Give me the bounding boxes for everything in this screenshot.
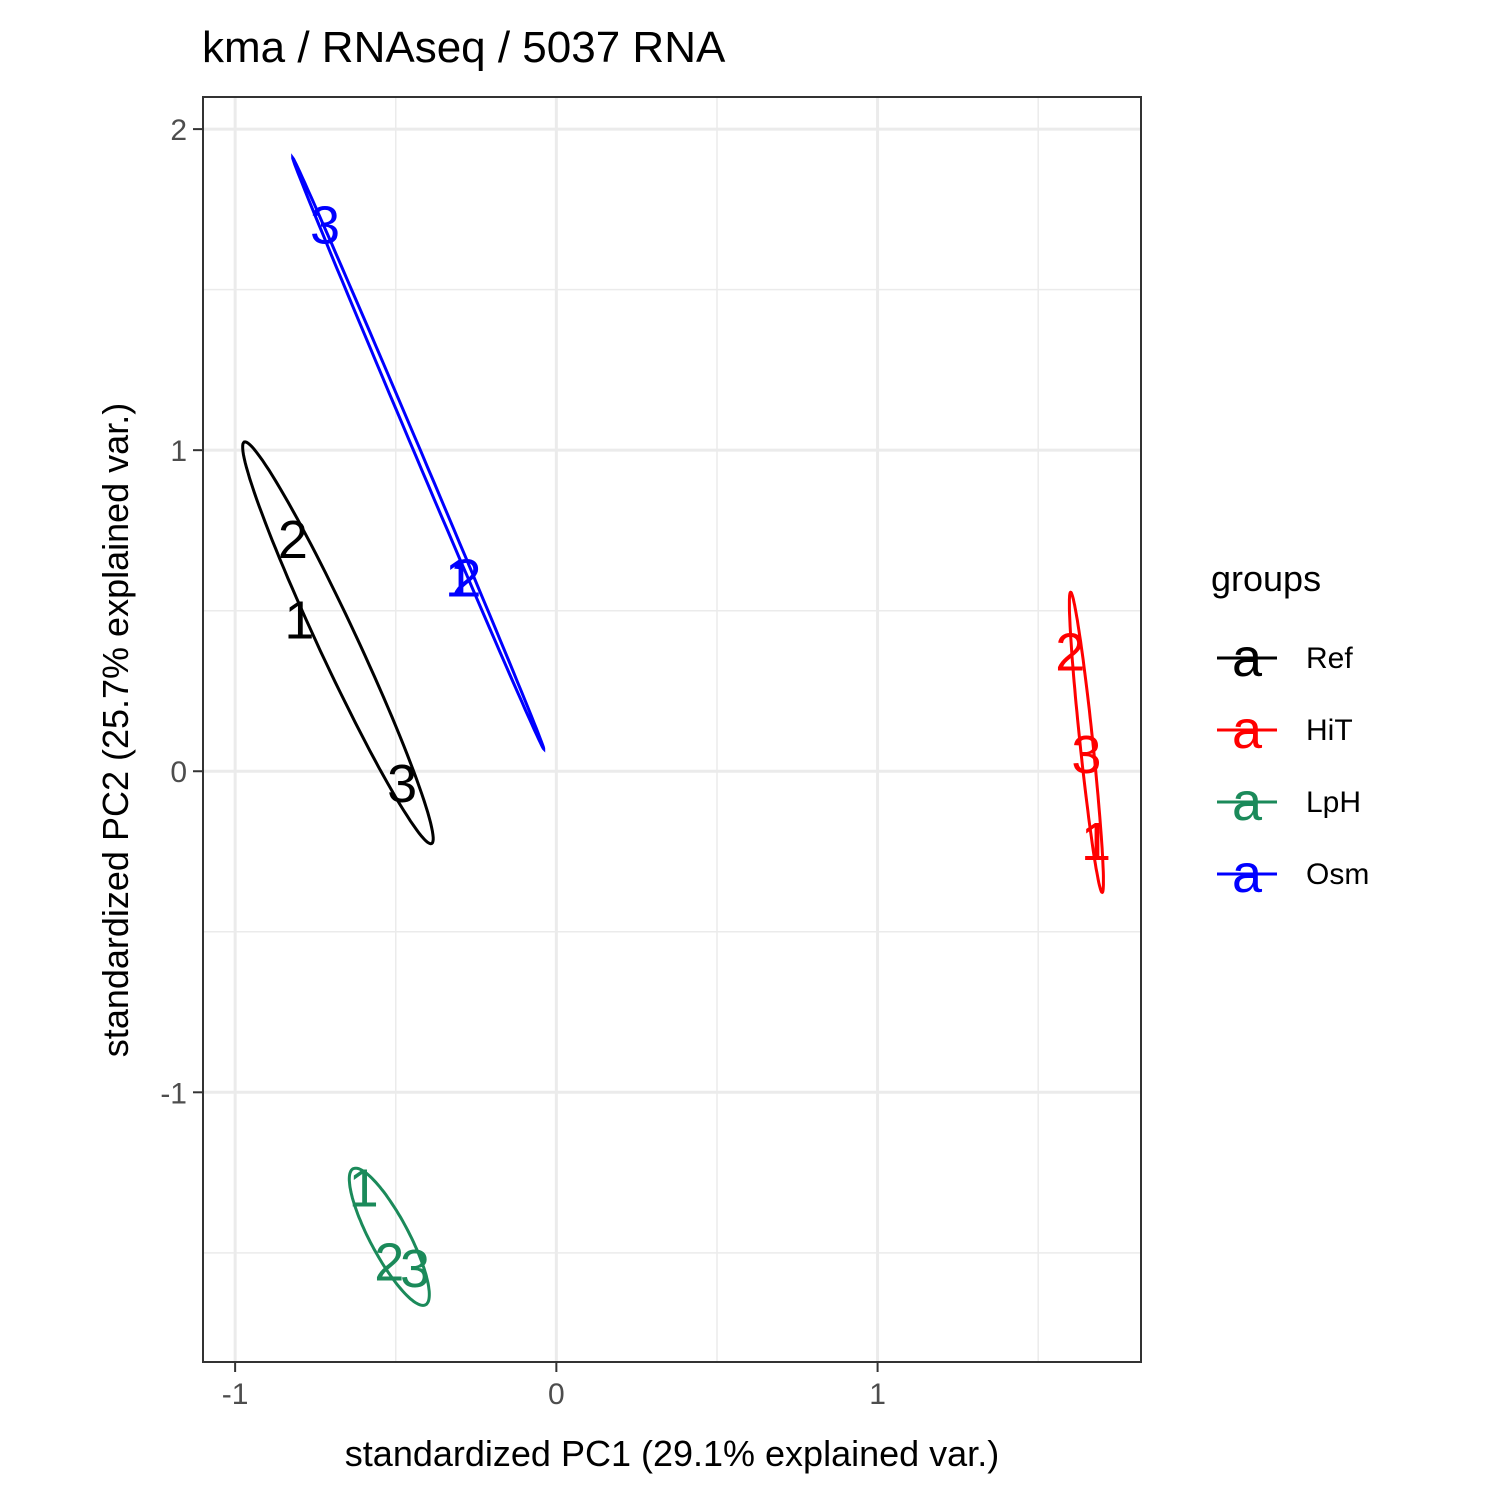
ellipse-layer <box>241 153 1105 1307</box>
point-hit-3: 3 <box>1071 725 1101 785</box>
point-osm-1: 1 <box>445 549 475 609</box>
point-ref-3: 3 <box>387 754 417 814</box>
point-hit-2: 2 <box>1055 622 1085 682</box>
ellipse-ref <box>241 440 435 846</box>
point-ref-1: 1 <box>284 590 314 650</box>
legend-item-hit: a HiT <box>1217 700 1353 760</box>
legend-label: HiT <box>1306 714 1353 747</box>
legend-item-lph: a LpH <box>1217 772 1361 832</box>
legend-label: Osm <box>1306 858 1369 891</box>
y-tick-label: -1 <box>160 1077 187 1110</box>
legend-key-glyph: a <box>1232 700 1263 760</box>
legend-key-glyph: a <box>1232 628 1263 688</box>
x-tick-label: 1 <box>869 1378 886 1411</box>
y-tick-label: 0 <box>170 756 187 789</box>
point-lph-2: 2 <box>374 1232 404 1292</box>
legend-label: Ref <box>1306 642 1353 675</box>
point-hit-1: 1 <box>1081 812 1111 872</box>
y-tick-label: 2 <box>170 114 187 147</box>
legend-item-ref: a Ref <box>1217 628 1353 688</box>
ellipse-lph <box>347 1166 431 1307</box>
panel-border <box>202 96 1142 1363</box>
x-axis-title: standardized PC1 (29.1% explained var.) <box>345 1433 999 1474</box>
legend-title: groups <box>1211 558 1321 599</box>
point-lph-1: 1 <box>349 1159 379 1219</box>
chart-title: kma / RNAseq / 5037 RNA <box>202 23 726 72</box>
y-tick-label: 1 <box>170 435 187 468</box>
legend-key-glyph: a <box>1232 772 1263 832</box>
point-osm-3: 3 <box>310 195 340 255</box>
point-osm-2: 2 <box>451 549 481 609</box>
grid-layer <box>203 97 1141 1362</box>
legend: groups a Ref a HiT a LpH a Osm <box>1211 558 1369 904</box>
point-lph-3: 3 <box>400 1239 430 1299</box>
y-axis-title: standardized PC2 (25.7% explained var.) <box>95 403 136 1057</box>
legend-item-osm: a Osm <box>1217 844 1369 904</box>
legend-label: LpH <box>1306 786 1361 819</box>
ellipse-hit <box>1067 590 1105 895</box>
point-ref-2: 2 <box>278 510 308 570</box>
x-tick-label: -1 <box>222 1378 249 1411</box>
x-tick-label: 0 <box>548 1378 565 1411</box>
ellipse-osm <box>291 153 546 753</box>
legend-key-glyph: a <box>1232 844 1263 904</box>
